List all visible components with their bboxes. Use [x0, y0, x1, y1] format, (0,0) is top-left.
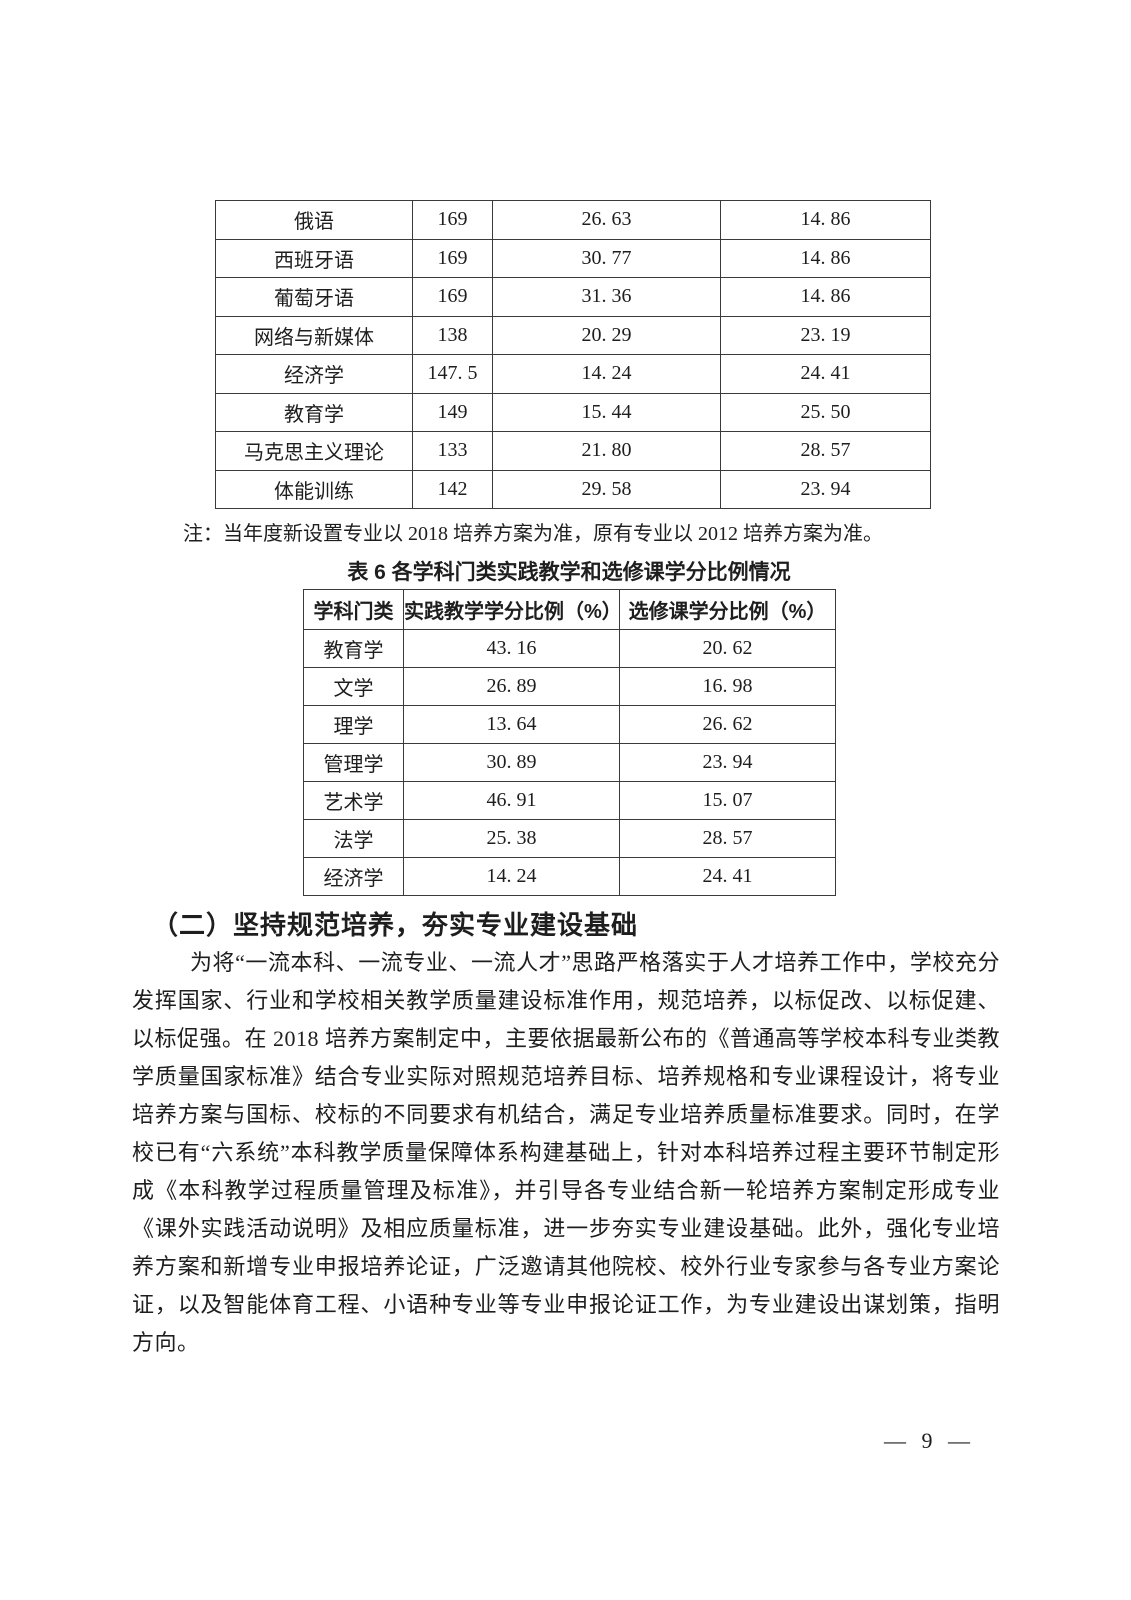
page-number: — 9 —	[884, 1428, 970, 1453]
section-heading: （二）坚持规范培养，夯实专业建设基础	[152, 910, 639, 940]
elective-header-cell: 选修课学分比例（%）	[619, 589, 836, 630]
table-row: 文学 26. 89 16. 98	[303, 667, 836, 706]
major-name-cell: 俄语	[215, 200, 413, 240]
total-credits-cell: 169	[412, 200, 493, 240]
practice-header-cell: 实践教学学分比例（%）	[403, 589, 620, 630]
major-name-cell: 教育学	[215, 392, 413, 432]
total-credits-cell: 169	[412, 277, 493, 317]
elective-pct-cell: 24. 41	[720, 354, 931, 394]
table-row: 葡萄牙语 169 31. 36 14. 86	[215, 277, 931, 317]
category-cell: 理学	[303, 705, 404, 744]
category-cell: 法学	[303, 819, 404, 858]
elective-pct-cell: 28. 57	[619, 819, 836, 858]
practice-pct-cell: 46. 91	[403, 781, 620, 820]
practice-pct-cell: 21. 80	[492, 431, 721, 471]
elective-pct-cell: 16. 98	[619, 667, 836, 706]
practice-pct-cell: 15. 44	[492, 392, 721, 432]
elective-pct-cell: 14. 86	[720, 200, 931, 240]
table-row: 网络与新媒体 138 20. 29 23. 19	[215, 315, 931, 355]
table-row: 俄语 169 26. 63 14. 86	[215, 200, 931, 240]
table-row: 艺术学 46. 91 15. 07	[303, 781, 836, 820]
table-row: 西班牙语 169 30. 77 14. 86	[215, 238, 931, 278]
table-row: 教育学 43. 16 20. 62	[303, 629, 836, 668]
table-row: 管理学 30. 89 23. 94	[303, 743, 836, 782]
elective-pct-cell: 23. 94	[720, 469, 931, 509]
elective-pct-cell: 23. 19	[720, 315, 931, 355]
elective-pct-cell: 15. 07	[619, 781, 836, 820]
table-row: 经济学 14. 24 24. 41	[303, 857, 836, 896]
table-row: 经济学 147. 5 14. 24 24. 41	[215, 354, 931, 394]
category-header-cell: 学科门类	[303, 589, 404, 630]
total-credits-cell: 133	[412, 431, 493, 471]
total-credits-cell: 147. 5	[412, 354, 493, 394]
table-row: 马克思主义理论 133 21. 80 28. 57	[215, 431, 931, 471]
table-row: 体能训练 142 29. 58 23. 94	[215, 469, 931, 509]
total-credits-cell: 149	[412, 392, 493, 432]
practice-pct-cell: 30. 89	[403, 743, 620, 782]
major-name-cell: 马克思主义理论	[215, 431, 413, 471]
practice-pct-cell: 14. 24	[492, 354, 721, 394]
practice-pct-cell: 31. 36	[492, 277, 721, 317]
practice-pct-cell: 29. 58	[492, 469, 721, 509]
practice-pct-cell: 26. 89	[403, 667, 620, 706]
major-name-cell: 西班牙语	[215, 238, 413, 278]
table-row: 法学 25. 38 28. 57	[303, 819, 836, 858]
majors-credits-table: 俄语 169 26. 63 14. 86 西班牙语 169 30. 77 14.…	[215, 200, 931, 509]
practice-pct-cell: 26. 63	[492, 200, 721, 240]
major-name-cell: 体能训练	[215, 469, 413, 509]
body-paragraph: 为将“一流本科、一流专业、一流人才”思路严格落实于人才培养工作中，学校充分发挥国…	[132, 950, 1001, 1355]
practice-pct-cell: 43. 16	[403, 629, 620, 668]
elective-pct-cell: 14. 86	[720, 277, 931, 317]
major-name-cell: 经济学	[215, 354, 413, 394]
table-note: 注：当年度新设置专业以 2018 培养方案为准，原有专业以 2012 培养方案为…	[183, 523, 883, 545]
practice-pct-cell: 14. 24	[403, 857, 620, 896]
category-cell: 管理学	[303, 743, 404, 782]
table-header-row: 学科门类 实践教学学分比例（%） 选修课学分比例（%）	[303, 589, 836, 630]
elective-pct-cell: 14. 86	[720, 238, 931, 278]
table-row: 教育学 149 15. 44 25. 50	[215, 392, 931, 432]
total-credits-cell: 169	[412, 238, 493, 278]
practice-pct-cell: 13. 64	[403, 705, 620, 744]
table-row: 理学 13. 64 26. 62	[303, 705, 836, 744]
elective-pct-cell: 25. 50	[720, 392, 931, 432]
practice-pct-cell: 20. 29	[492, 315, 721, 355]
total-credits-cell: 142	[412, 469, 493, 509]
category-cell: 艺术学	[303, 781, 404, 820]
major-name-cell: 葡萄牙语	[215, 277, 413, 317]
elective-pct-cell: 26. 62	[619, 705, 836, 744]
elective-pct-cell: 24. 41	[619, 857, 836, 896]
elective-pct-cell: 28. 57	[720, 431, 931, 471]
practice-pct-cell: 30. 77	[492, 238, 721, 278]
category-cell: 教育学	[303, 629, 404, 668]
major-name-cell: 网络与新媒体	[215, 315, 413, 355]
total-credits-cell: 138	[412, 315, 493, 355]
table6-caption: 表 6 各学科门类实践教学和选修课学分比例情况	[347, 561, 791, 584]
elective-pct-cell: 23. 94	[619, 743, 836, 782]
discipline-credit-ratio-table: 学科门类 实践教学学分比例（%） 选修课学分比例（%） 教育学 43. 16 2…	[303, 589, 836, 896]
category-cell: 经济学	[303, 857, 404, 896]
practice-pct-cell: 25. 38	[403, 819, 620, 858]
elective-pct-cell: 20. 62	[619, 629, 836, 668]
category-cell: 文学	[303, 667, 404, 706]
